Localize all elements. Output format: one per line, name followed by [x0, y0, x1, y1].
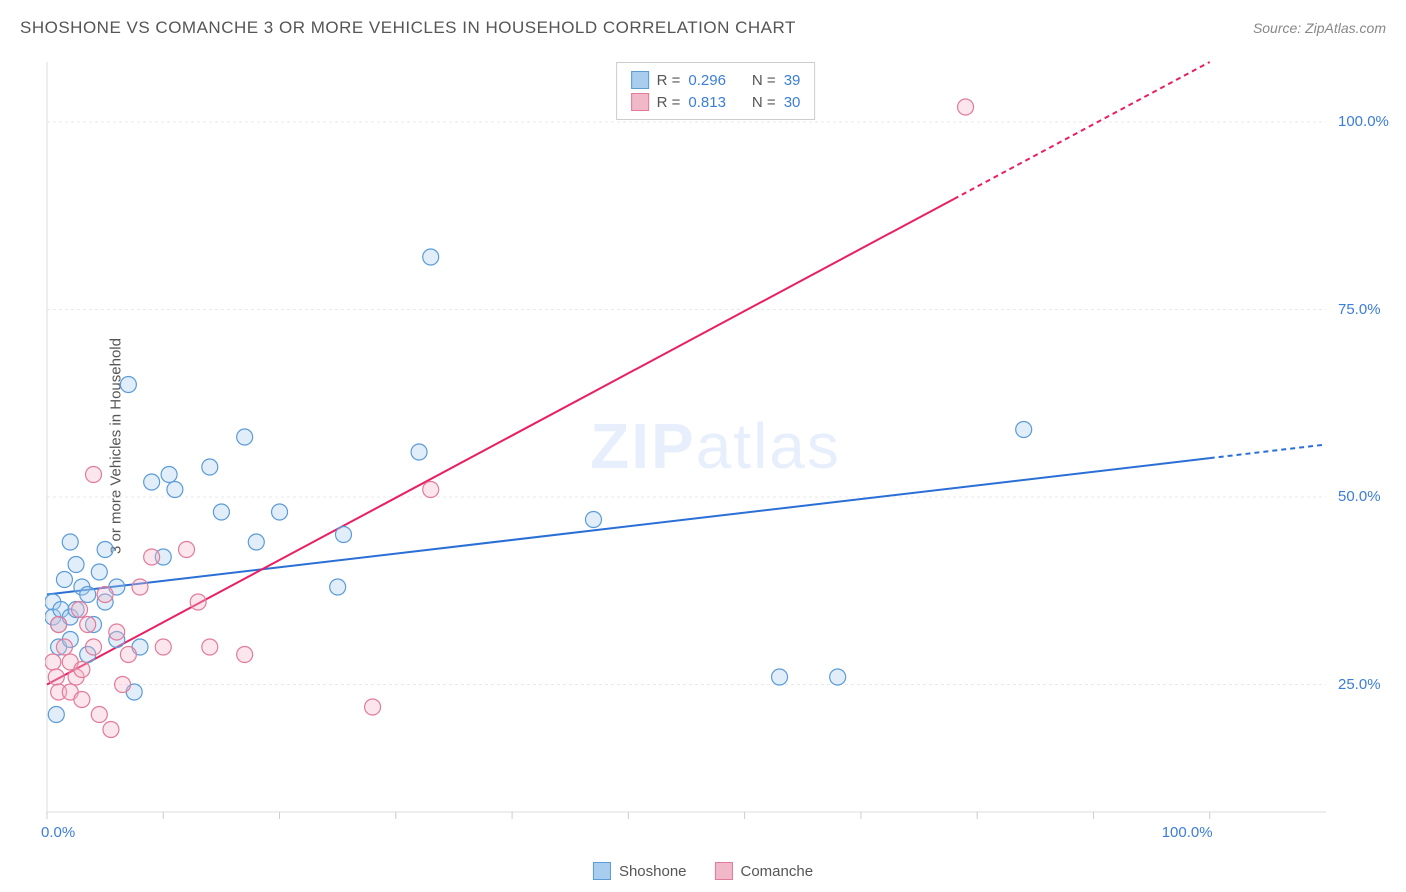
chart-area: ZIPatlas R = 0.296 N = 39 R = 0.813 N = … [45, 60, 1386, 832]
x-tick-label: 100.0% [1162, 824, 1213, 841]
y-tick-label: 75.0% [1338, 301, 1381, 318]
chart-title: SHOSHONE VS COMANCHE 3 OR MORE VEHICLES … [20, 18, 796, 38]
source-attribution: Source: ZipAtlas.com [1253, 20, 1386, 36]
stats-legend: R = 0.296 N = 39 R = 0.813 N = 30 [616, 62, 816, 120]
chart-header: SHOSHONE VS COMANCHE 3 OR MORE VEHICLES … [20, 18, 1386, 38]
shoshone-swatch [631, 71, 649, 89]
x-tick-label: 0.0% [41, 824, 75, 841]
stats-row-comanche: R = 0.813 N = 30 [631, 91, 801, 113]
shoshone-swatch [593, 862, 611, 880]
y-tick-label: 25.0% [1338, 676, 1381, 693]
stats-row-shoshone: R = 0.296 N = 39 [631, 69, 801, 91]
comanche-swatch [715, 862, 733, 880]
y-tick-label: 50.0% [1338, 488, 1381, 505]
y-tick-label: 100.0% [1338, 113, 1389, 130]
scatter-plot [45, 60, 1386, 832]
legend-item-shoshone: Shoshone [593, 862, 687, 880]
comanche-swatch [631, 93, 649, 111]
bottom-legend: Shoshone Comanche [593, 862, 813, 880]
legend-item-comanche: Comanche [715, 862, 814, 880]
